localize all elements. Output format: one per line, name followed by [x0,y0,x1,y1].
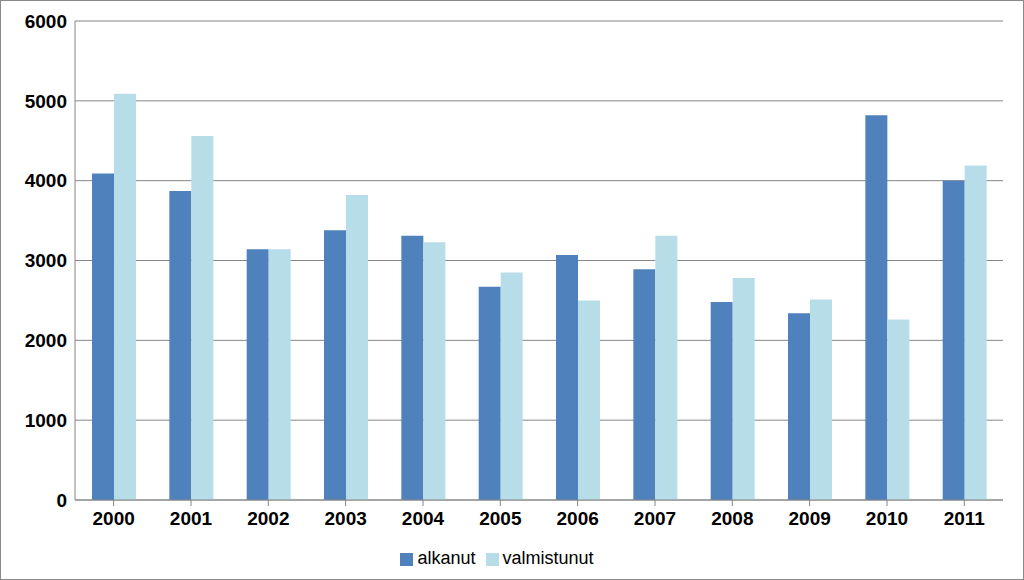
svg-text:2002: 2002 [247,508,289,529]
html-text:valmistunut: valmistunut [502,548,594,568]
svg-text:0: 0 [56,490,67,511]
svg-text:2006: 2006 [557,508,599,529]
svg-text:2000: 2000 [93,508,135,529]
svg-text:2011: 2011 [944,508,986,529]
svg-text:2007: 2007 [634,508,676,529]
svg-text:2005: 2005 [479,508,522,529]
svg-text:2000: 2000 [25,330,67,351]
svg-text:2004: 2004 [402,508,445,529]
svg-text:2003: 2003 [325,508,367,529]
svg-text:4000: 4000 [25,170,67,191]
svg-text:6000: 6000 [25,11,67,32]
svg-text:5000: 5000 [25,91,67,112]
html-text:alkanut: alkanut [417,548,476,568]
svg-text:2009: 2009 [789,508,831,529]
svg-text:2010: 2010 [866,508,908,529]
svg-text:2008: 2008 [711,508,753,529]
svg-text:2001: 2001 [170,508,213,529]
svg-text:3000: 3000 [25,250,67,271]
svg-text:1000: 1000 [25,410,67,431]
